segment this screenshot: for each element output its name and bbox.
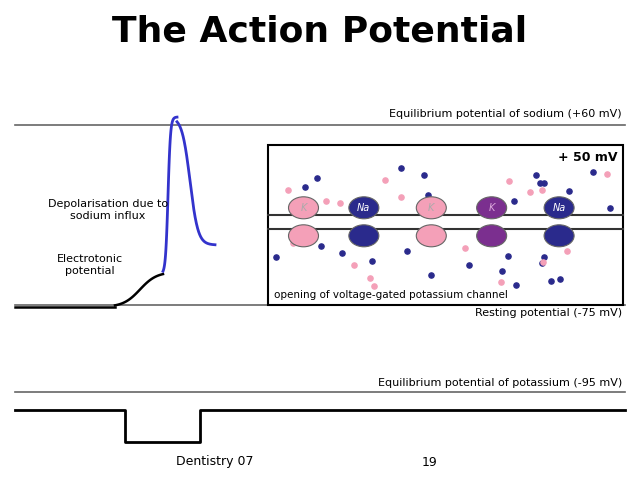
Text: 19: 19 [422, 456, 438, 468]
Point [531, 171, 541, 179]
Text: K: K [300, 203, 307, 213]
Text: Depolarisation due to
sodium influx: Depolarisation due to sodium influx [48, 199, 168, 221]
Point [271, 253, 281, 261]
Point [511, 281, 522, 289]
Point [396, 165, 406, 172]
Point [503, 252, 513, 260]
Point [496, 278, 506, 286]
Point [563, 247, 573, 255]
Point [396, 193, 406, 201]
Point [540, 253, 550, 261]
Point [380, 176, 390, 184]
Point [602, 170, 612, 178]
FancyBboxPatch shape [268, 145, 623, 305]
Text: Electrotonic
potential: Electrotonic potential [57, 254, 123, 276]
Point [536, 186, 547, 194]
Ellipse shape [349, 225, 379, 247]
Ellipse shape [289, 225, 319, 247]
Ellipse shape [477, 225, 507, 247]
Ellipse shape [477, 197, 507, 219]
Point [525, 188, 535, 195]
Text: The Action Potential: The Action Potential [113, 15, 527, 49]
Point [369, 282, 380, 289]
Text: Na: Na [552, 203, 566, 213]
Point [604, 204, 614, 212]
Text: opening of voltage-gated potassium channel: opening of voltage-gated potassium chann… [274, 290, 508, 300]
Point [401, 247, 412, 254]
Point [555, 276, 565, 283]
Ellipse shape [544, 225, 574, 247]
Text: Na: Na [357, 203, 371, 213]
Point [426, 272, 436, 279]
Point [337, 249, 347, 256]
Text: Resting potential (-75 mV): Resting potential (-75 mV) [475, 308, 622, 318]
Point [312, 174, 323, 181]
Point [321, 197, 332, 204]
Point [464, 261, 474, 269]
Point [460, 244, 470, 252]
Point [283, 186, 293, 194]
Text: K: K [428, 203, 435, 213]
Ellipse shape [416, 197, 446, 219]
Text: + 50 mV: + 50 mV [557, 151, 617, 164]
Ellipse shape [289, 197, 319, 219]
Point [497, 267, 508, 275]
Point [545, 277, 556, 285]
Point [539, 180, 549, 187]
Point [367, 258, 378, 265]
Point [535, 179, 545, 186]
Text: Dentistry 07: Dentistry 07 [176, 456, 253, 468]
Point [504, 178, 514, 185]
Point [429, 201, 439, 209]
Point [423, 192, 433, 199]
Point [508, 197, 518, 204]
Point [537, 260, 547, 267]
Point [335, 199, 345, 206]
Text: Equilibrium potential of potassium (-95 mV): Equilibrium potential of potassium (-95 … [378, 378, 622, 388]
Point [588, 168, 598, 176]
Text: Equilibrium potential of sodium (+60 mV): Equilibrium potential of sodium (+60 mV) [389, 109, 622, 119]
Point [288, 239, 298, 247]
Point [538, 258, 548, 266]
Ellipse shape [544, 197, 574, 219]
Point [419, 171, 429, 179]
Point [564, 188, 574, 195]
Point [349, 261, 359, 269]
Text: K: K [488, 203, 495, 213]
Point [300, 183, 310, 191]
Point [316, 242, 326, 250]
Ellipse shape [349, 197, 379, 219]
Ellipse shape [416, 225, 446, 247]
Point [365, 274, 375, 282]
